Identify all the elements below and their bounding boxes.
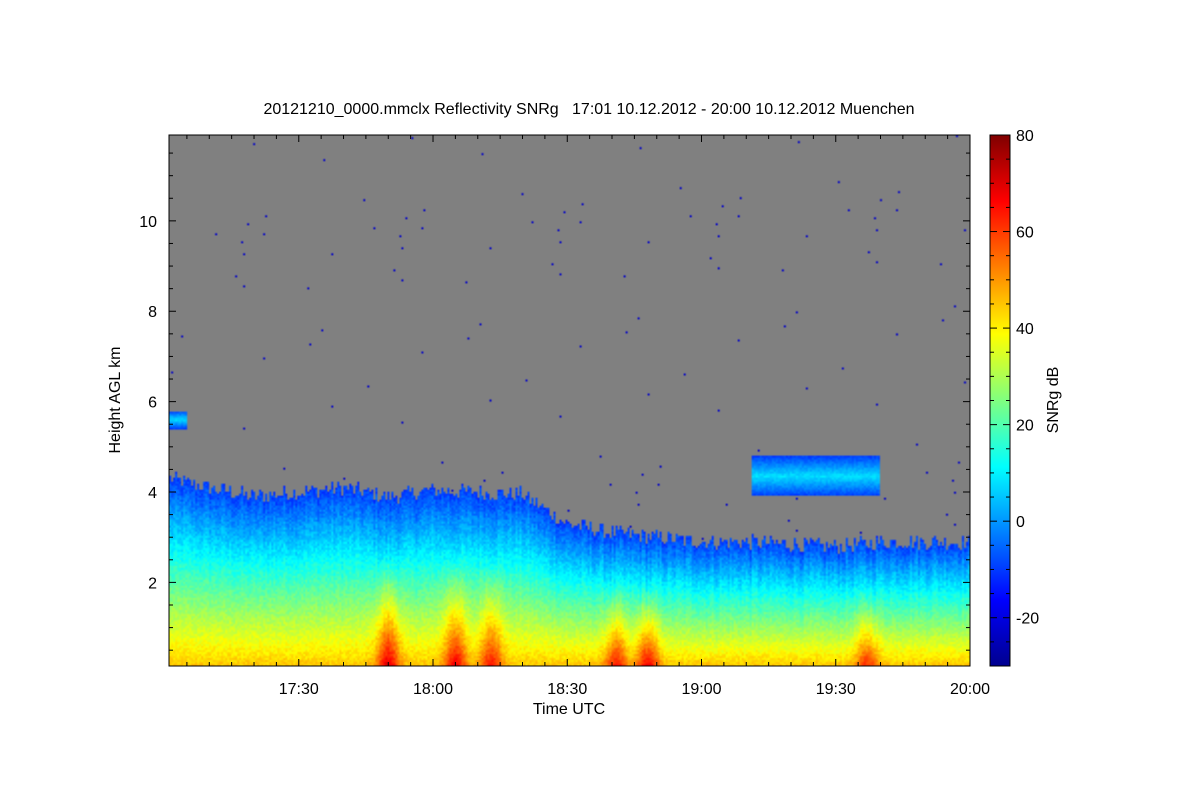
plot-frame	[168, 134, 971, 667]
y-tick-label: 2	[148, 575, 157, 592]
colorbar-tick-label: 0	[1016, 514, 1025, 531]
y-tick-label: 6	[148, 395, 157, 412]
colorbar-tick-label: 80	[1016, 128, 1034, 145]
colorbar-tick-label: 20	[1016, 418, 1034, 435]
colorbar-axis: -20 0 20 40 60 80	[990, 128, 1039, 643]
chart-title: 20121210_0000.mmclx Reflectivity SNRg 17…	[263, 101, 914, 118]
y-axis: 2 4 6 8 10	[139, 152, 970, 651]
colorbar-label: SNRg dB	[1045, 367, 1062, 434]
x-tick-label: 20:00	[950, 681, 990, 698]
x-tick-label: 18:30	[547, 681, 587, 698]
x-tick-label: 18:00	[413, 681, 453, 698]
plot-area	[169, 135, 970, 666]
reflectivity-heatmap	[169, 135, 970, 666]
x-tick-label: 19:00	[681, 681, 721, 698]
colorbar-tick-label: -20	[1016, 611, 1039, 628]
y-tick-label: 4	[148, 485, 157, 502]
y-axis-label: Height AGL km	[107, 346, 124, 453]
y-tick-label: 8	[148, 304, 157, 321]
x-axis: 17:30 18:00 18:30 19:00 19:30 20:00	[186, 135, 990, 698]
x-tick-label: 17:30	[279, 681, 319, 698]
y-tick-label: 10	[139, 214, 157, 231]
colorbar-tick-label: 60	[1016, 225, 1034, 242]
x-tick-label: 19:30	[816, 681, 856, 698]
x-axis-label: Time UTC	[533, 701, 605, 718]
colorbar-tick-label: 40	[1016, 321, 1034, 338]
